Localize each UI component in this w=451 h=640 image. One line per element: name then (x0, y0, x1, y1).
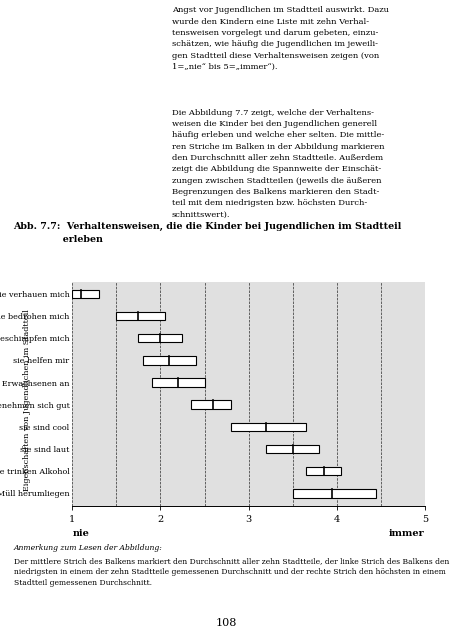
Text: Anmerkung zum Lesen der Abbildung:: Anmerkung zum Lesen der Abbildung: (14, 544, 162, 552)
Bar (138, 334, 182, 342)
Bar (72, 289, 99, 298)
Bar (230, 422, 305, 431)
Text: immer: immer (388, 529, 424, 538)
Bar (305, 467, 341, 476)
Bar (191, 401, 230, 409)
Text: Der mittlere Strich des Balkens markiert den Durchschnitt aller zehn Stadtteile,: Der mittlere Strich des Balkens markiert… (14, 557, 448, 587)
Text: 108: 108 (215, 618, 236, 628)
Text: Abb. 7.7:  Verhaltensweisen, die die Kinder bei Jugendlichen im Stadtteil
      : Abb. 7.7: Verhaltensweisen, die die Kind… (14, 222, 401, 244)
Bar (292, 489, 376, 498)
Bar (152, 378, 204, 387)
Text: Die Abbildung 7.7 zeigt, welche der Verhaltens-
weisen die Kinder bei den Jugend: Die Abbildung 7.7 zeigt, welche der Verh… (171, 109, 383, 218)
Bar (143, 356, 195, 365)
Bar (266, 445, 318, 453)
Bar (116, 312, 165, 320)
Text: nie: nie (72, 529, 89, 538)
Text: Eigenschaften von Jugendlichen im Stadtteil: Eigenschaften von Jugendlichen im Stadtt… (23, 309, 31, 491)
Text: Angst vor Jugendlichen im Stadtteil auswirkt. Dazu
wurde den Kindern eine Liste : Angst vor Jugendlichen im Stadtteil ausw… (171, 6, 388, 71)
